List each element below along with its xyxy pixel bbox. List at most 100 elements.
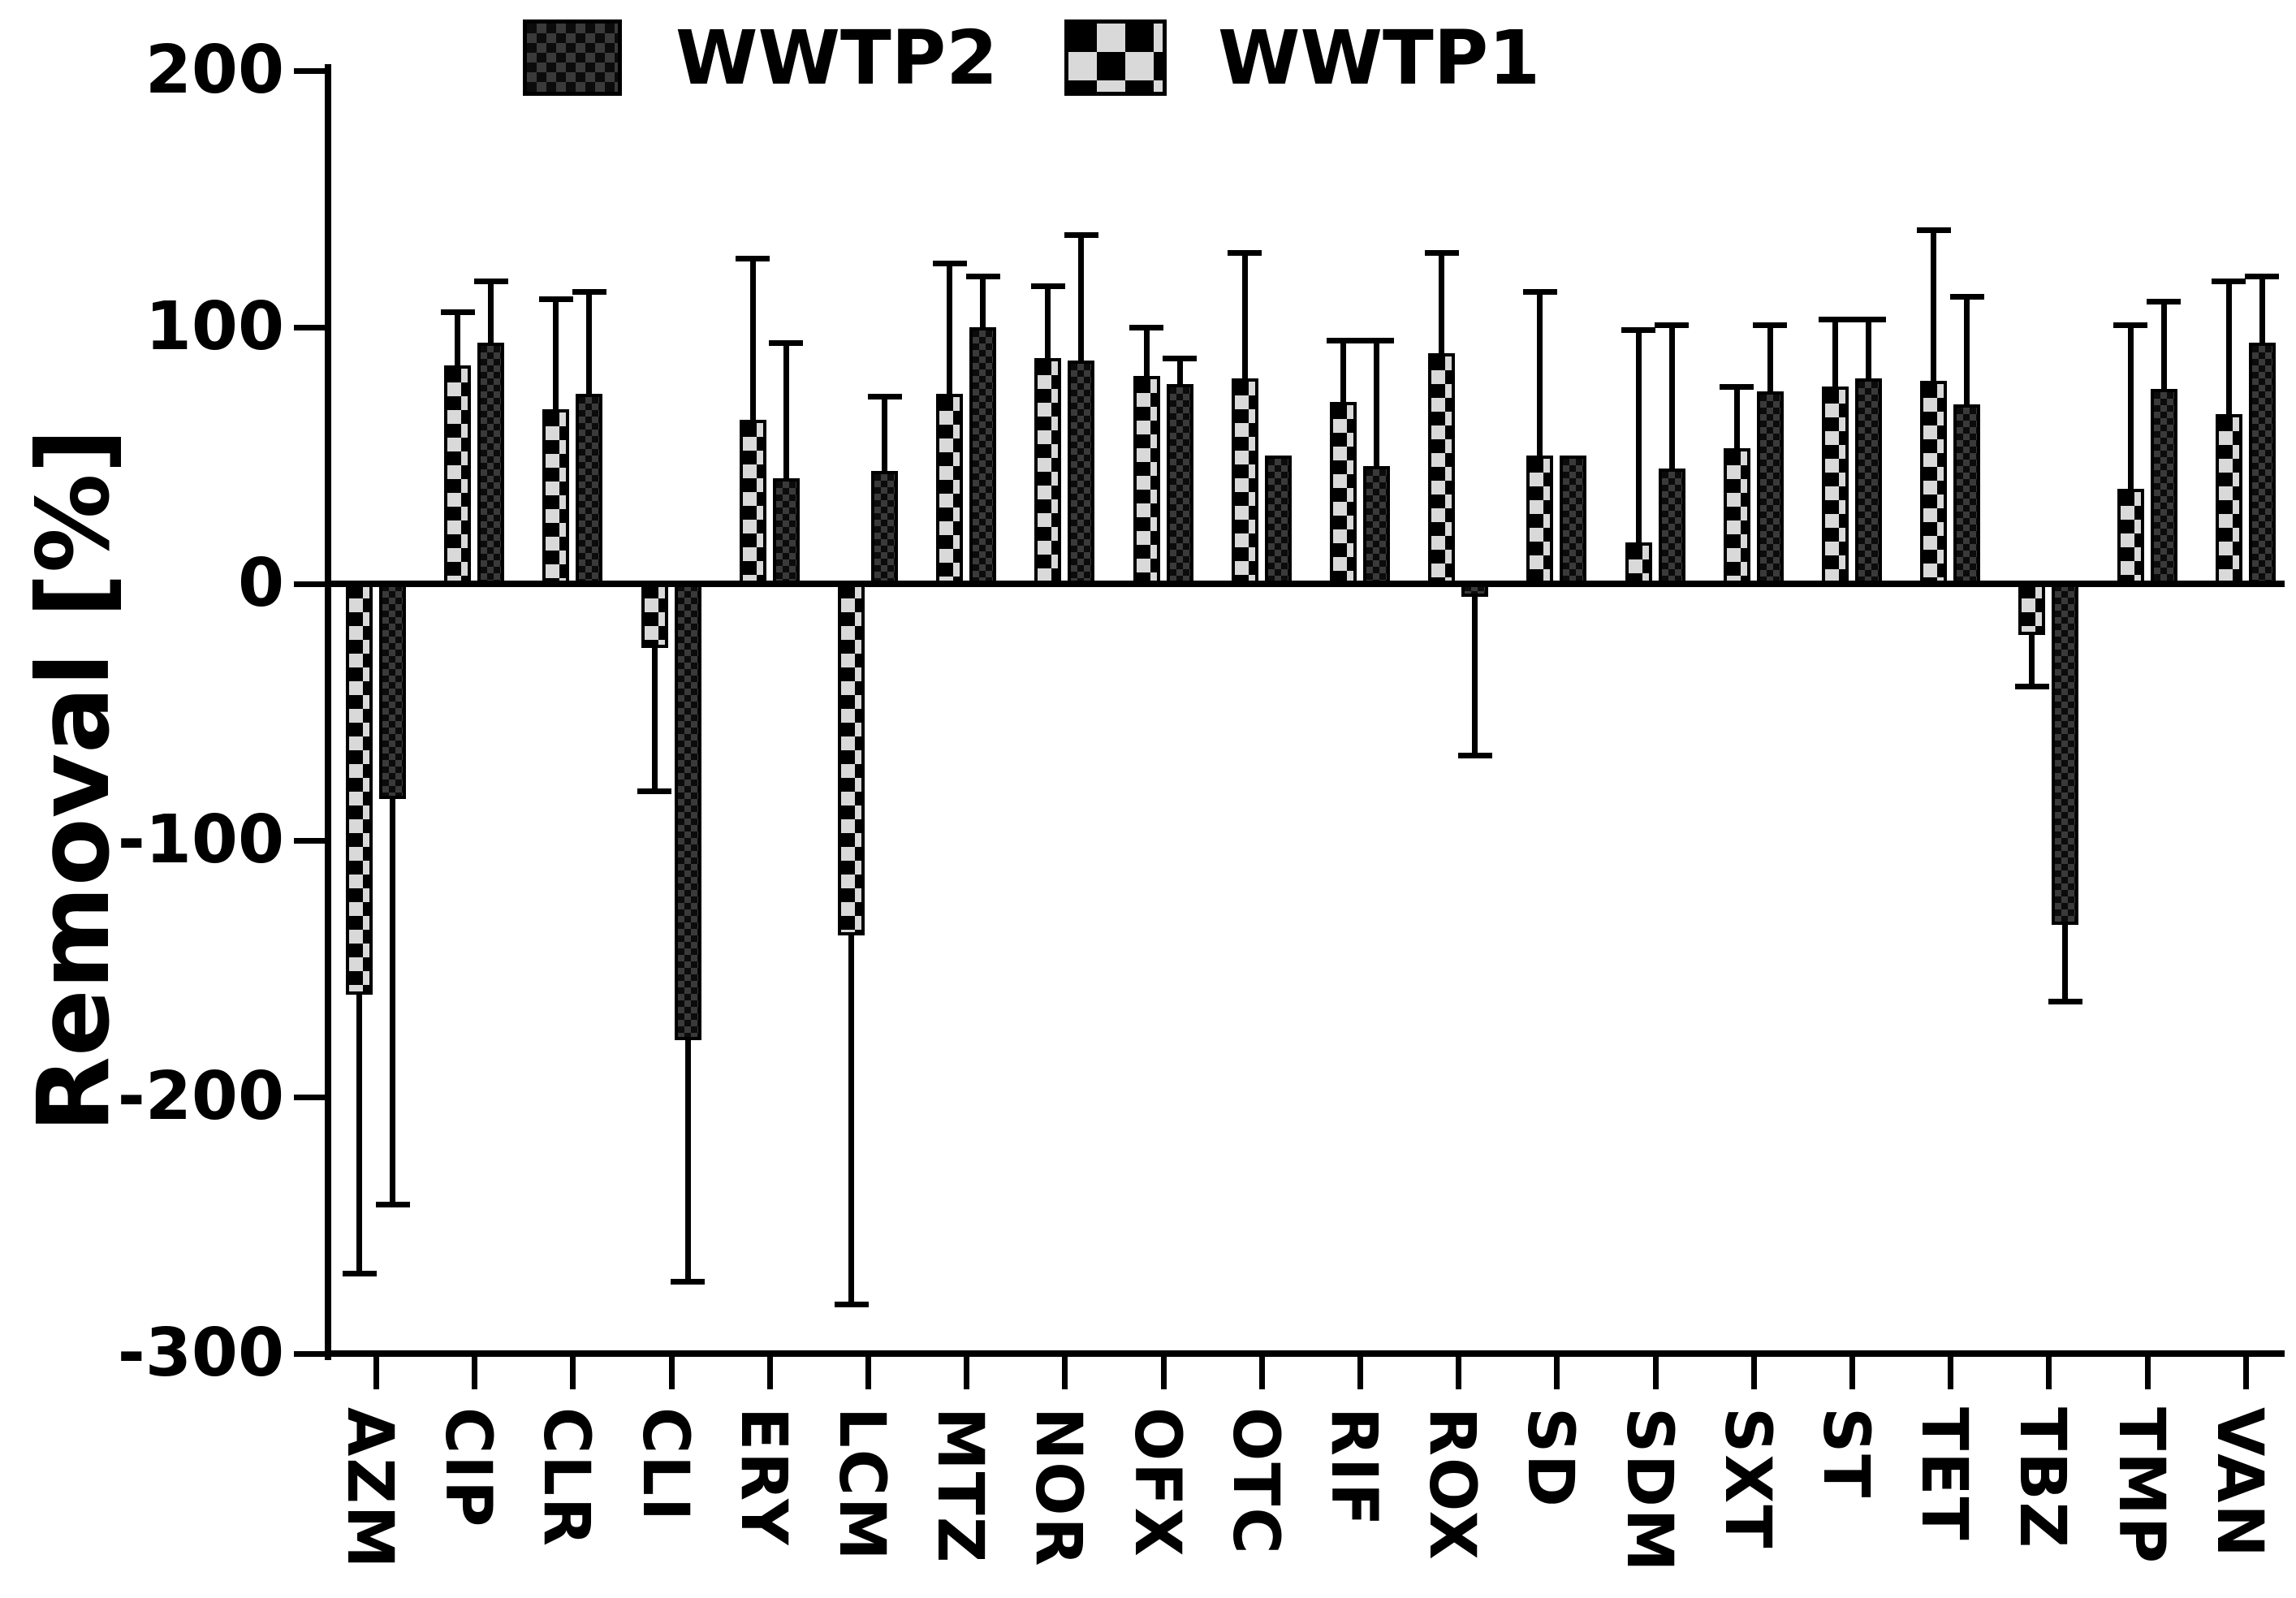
x-category-label-OFX: OFX: [1120, 1407, 1193, 1558]
y-tick-0: [294, 581, 325, 587]
error-bar-MTZ-WWTP1: [947, 260, 953, 395]
error-bar-CIP-WWTP1: [455, 309, 461, 366]
bar-ERY-WWTP1: [739, 419, 766, 586]
error-bar-AZM-WWTP2: [390, 799, 395, 1207]
error-bar-ERY-WWTP1: [749, 255, 756, 420]
legend-swatch-wwtp2: [523, 19, 622, 96]
bar-CLI-WWTP1: [641, 581, 668, 648]
error-cap-ST-WWTP1: [1818, 317, 1853, 323]
bar-VAN-WWTP1: [2215, 414, 2242, 586]
bar-ERY-WWTP2: [772, 478, 800, 586]
error-cap-CIP-WWTP1: [440, 309, 475, 315]
x-category-label-OTC: OTC: [1218, 1407, 1292, 1556]
error-bar-VAN-WWTP1: [2225, 278, 2232, 415]
error-bar-AZM-WWTP1: [356, 994, 362, 1277]
error-bar-NOR-WWTP1: [1045, 283, 1051, 358]
error-bar-OFX-WWTP1: [1143, 324, 1150, 377]
error-bar-SDM-WWTP1: [1635, 327, 1642, 543]
error-cap-SDM-WWTP2: [1655, 322, 1690, 328]
error-cap-ERY-WWTP1: [736, 255, 770, 261]
error-bar-TMP-WWTP1: [2127, 322, 2134, 490]
bar-AZM-WWTP2: [379, 581, 406, 800]
error-bar-CLI-WWTP1: [651, 648, 658, 795]
error-bar-VAN-WWTP2: [2259, 273, 2265, 343]
error-cap-MTZ-WWTP2: [965, 273, 1000, 279]
error-bar-CLI-WWTP2: [684, 1040, 691, 1285]
error-cap-SXT-WWTP2: [1753, 322, 1788, 328]
error-bar-TBZ-WWTP1: [2029, 635, 2035, 689]
error-bar-ROX-WWTP1: [1439, 250, 1445, 353]
bar-OTC-WWTP1: [1231, 378, 1258, 586]
bar-TET-WWTP2: [1953, 404, 1981, 586]
error-bar-LCM-WWTP1: [848, 935, 854, 1308]
x-tick-NOR: [1062, 1354, 1068, 1389]
error-cap-OTC-WWTP1: [1228, 250, 1262, 257]
x-tick-VAN: [2242, 1354, 2249, 1389]
bar-SDM-WWTP1: [1625, 542, 1652, 586]
error-cap-RIF-WWTP1: [1326, 337, 1361, 343]
bar-NOR-WWTP2: [1068, 361, 1095, 586]
y-tick-200: [294, 68, 325, 74]
bar-OTC-WWTP2: [1264, 456, 1292, 586]
bar-TET-WWTP1: [1920, 381, 1948, 586]
bar-CLR-WWTP2: [576, 394, 603, 586]
bar-CLI-WWTP2: [674, 581, 701, 1041]
error-bar-SXT-WWTP1: [1733, 383, 1740, 448]
error-cap-LCM-WWTP1: [834, 1302, 869, 1308]
error-bar-TBZ-WWTP2: [2062, 925, 2069, 1005]
error-cap-TMP-WWTP1: [2113, 322, 2148, 328]
y-tick-label--300: -300: [117, 1315, 284, 1392]
bar-CLR-WWTP1: [542, 409, 570, 586]
error-bar-NOR-WWTP2: [1078, 232, 1085, 361]
y-tick-label--100: -100: [117, 801, 284, 879]
x-tick-TMP: [2144, 1354, 2151, 1389]
x-tick-ST: [1849, 1354, 1855, 1389]
x-category-label-CLI: CLI: [628, 1407, 701, 1522]
error-bar-CIP-WWTP2: [488, 278, 494, 343]
error-bar-TET-WWTP1: [1931, 227, 1937, 382]
bar-LCM-WWTP1: [838, 581, 865, 935]
x-category-label-ROX: ROX: [1415, 1407, 1489, 1561]
error-cap-TMP-WWTP2: [2147, 299, 2182, 305]
error-cap-TBZ-WWTP1: [2014, 683, 2049, 689]
bar-TBZ-WWTP1: [2018, 581, 2046, 636]
error-cap-SDM-WWTP1: [1621, 327, 1656, 333]
legend-swatch-wwtp1: [1064, 19, 1167, 96]
error-cap-NOR-WWTP2: [1064, 232, 1098, 239]
x-tick-TET: [1948, 1354, 1954, 1389]
x-category-label-TBZ: TBZ: [2005, 1407, 2079, 1550]
x-tick-TBZ: [2046, 1354, 2052, 1389]
x-category-label-SDM: SDM: [1612, 1407, 1685, 1574]
error-bar-ST-WWTP1: [1832, 317, 1838, 387]
x-tick-OTC: [1258, 1354, 1265, 1389]
x-tick-SD: [1554, 1354, 1560, 1389]
bar-SXT-WWTP1: [1723, 447, 1750, 586]
x-category-label-LCM: LCM: [825, 1407, 898, 1562]
error-bar-ROX-WWTP2: [1472, 596, 1478, 758]
x-tick-RIF: [1357, 1354, 1363, 1389]
error-cap-NOR-WWTP1: [1030, 283, 1065, 290]
x-category-label-RIF: RIF: [1317, 1407, 1390, 1528]
x-category-label-NOR: NOR: [1021, 1407, 1095, 1568]
error-cap-CLI-WWTP2: [671, 1278, 706, 1285]
bar-OFX-WWTP2: [1166, 383, 1193, 586]
bar-VAN-WWTP2: [2248, 342, 2276, 586]
error-bar-CLR-WWTP1: [553, 296, 559, 410]
error-cap-OFX-WWTP2: [1163, 355, 1198, 361]
error-cap-RIF-WWTP2: [1359, 337, 1394, 343]
x-tick-CLI: [668, 1354, 675, 1389]
error-cap-AZM-WWTP1: [342, 1271, 377, 1277]
bar-RIF-WWTP2: [1363, 465, 1390, 586]
x-tick-AZM: [373, 1354, 379, 1389]
bar-MTZ-WWTP1: [936, 394, 964, 586]
y-tick-label-100: 100: [145, 288, 284, 365]
y-tick-label--200: -200: [117, 1058, 284, 1135]
error-bar-CLR-WWTP2: [586, 288, 593, 395]
x-tick-CLR: [570, 1354, 576, 1389]
bar-NOR-WWTP1: [1034, 357, 1062, 586]
y-tick-label-0: 0: [237, 545, 284, 622]
error-cap-OFX-WWTP1: [1129, 324, 1164, 330]
bar-SD-WWTP2: [1560, 456, 1587, 586]
x-category-label-SD: SD: [1513, 1407, 1587, 1509]
